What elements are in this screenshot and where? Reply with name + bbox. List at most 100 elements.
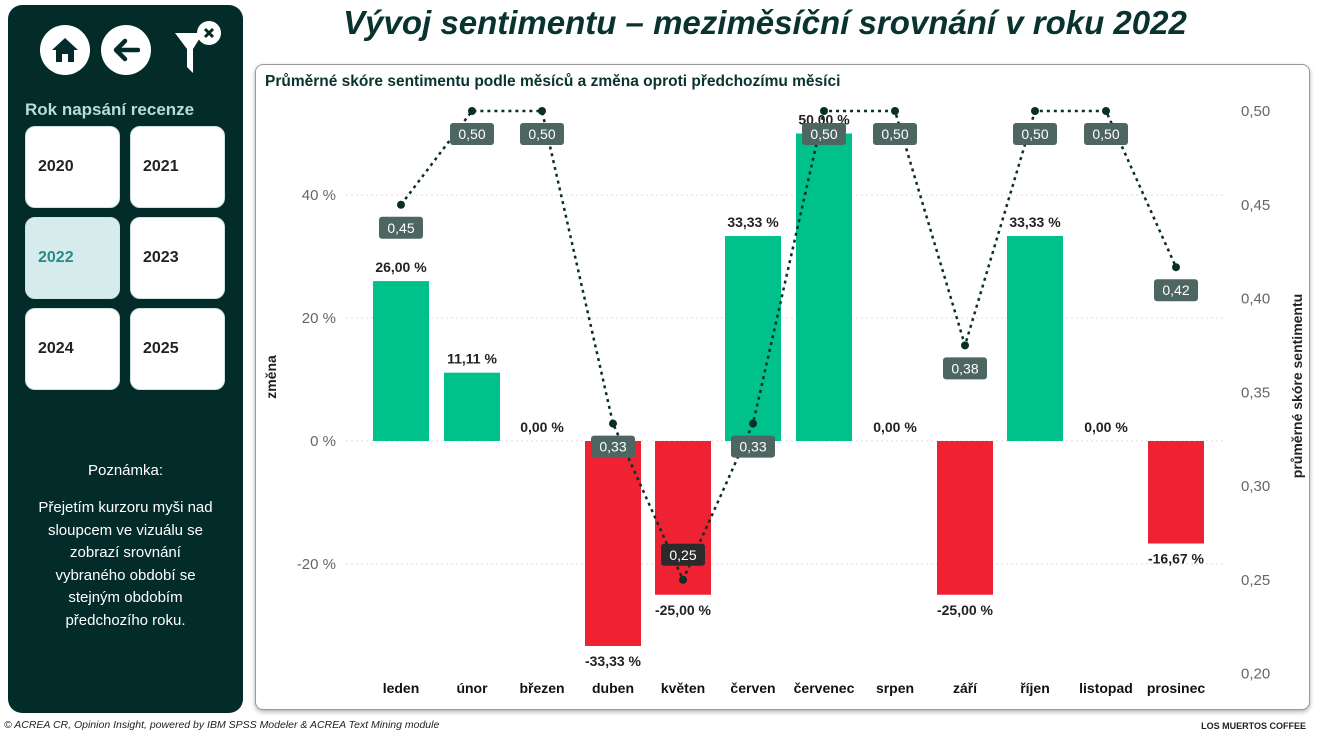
footer-credits: © ACREA CR, Opinion Insight, powered by …: [4, 719, 440, 731]
line-data-label: 0,25: [669, 547, 696, 563]
y-right-label: průměrné skóre sentimentu: [1289, 294, 1305, 478]
bar-prosinec[interactable]: [1148, 441, 1204, 544]
y-right-tick: 0,45: [1241, 197, 1270, 214]
home-icon: [52, 38, 78, 62]
back-arrow-icon: [113, 38, 140, 62]
line-label-box: [661, 543, 705, 566]
bar-duben[interactable]: [585, 441, 641, 646]
x-tick-label: březen: [519, 680, 564, 696]
bar-data-label: 26,00 %: [375, 259, 427, 275]
y-left-tick: -20 %: [297, 556, 336, 573]
x-tick-label: květen: [661, 680, 705, 696]
x-tick-label: únor: [456, 680, 488, 696]
bar-data-label: -16,67 %: [1148, 551, 1205, 567]
line-label-box: [450, 123, 494, 145]
line-data-label: 0,50: [810, 126, 837, 142]
bar-data-label: -33,33 %: [585, 653, 642, 669]
line-label-box: [1154, 279, 1198, 302]
y-right-tick: 0,50: [1241, 103, 1270, 120]
year-button-2024[interactable]: 2024: [25, 308, 120, 390]
line-point[interactable]: [1031, 107, 1039, 115]
x-tick-label: srpen: [876, 680, 914, 696]
x-tick-label: červenec: [794, 680, 855, 696]
chart-title: Průměrné skóre sentimentu podle měsíců a…: [265, 73, 841, 90]
line-point[interactable]: [820, 107, 828, 115]
line-point[interactable]: [468, 107, 476, 115]
y-right-tick: 0,35: [1241, 384, 1270, 401]
year-button-2020[interactable]: 2020: [25, 126, 120, 208]
x-tick-label: říjen: [1020, 680, 1050, 696]
year-button-2022[interactable]: 2022: [25, 217, 120, 299]
y-left-tick: 20 %: [302, 310, 336, 327]
note-text: Přejetím kurzoru myši nad sloupcem ve vi…: [38, 499, 213, 629]
page-title: Vývoj sentimentu – meziměsíční srovnání …: [343, 4, 1187, 41]
x-tick-label: leden: [383, 680, 420, 696]
footer-brand: LOS MUERTOS COFFEE: [1201, 721, 1306, 731]
line-point[interactable]: [679, 575, 687, 584]
bar-květen[interactable]: [655, 441, 711, 595]
line-data-label: 0,50: [458, 126, 485, 142]
bar-data-label: 0,00 %: [1084, 419, 1128, 435]
line-data-label: 0,42: [1162, 282, 1189, 298]
x-tick-label: červen: [730, 680, 775, 696]
line-label-box: [1084, 123, 1128, 145]
line-label-box: [591, 435, 635, 458]
line-label-box: [802, 123, 846, 145]
line-label-box: [1013, 123, 1057, 145]
sidebar: Rok napsání recenze 2020 2021 2022 2023 2024…: [8, 5, 243, 713]
sentiment-line: [400, 109, 1178, 583]
y-right-tick: 0,25: [1241, 572, 1270, 589]
line-point[interactable]: [538, 107, 546, 115]
line-point[interactable]: [397, 200, 405, 209]
bar-data-label: 0,00 %: [520, 419, 564, 435]
line-data-label: 0,50: [881, 126, 908, 142]
bar-září[interactable]: [937, 441, 993, 595]
x-tick-label: listopad: [1079, 680, 1133, 696]
home-button[interactable]: [40, 25, 90, 75]
line-data-label: 0,33: [739, 439, 766, 455]
line-data-label: 0,38: [951, 360, 978, 376]
y-left-label: změna: [263, 355, 279, 399]
line-point[interactable]: [961, 341, 969, 350]
line-label-box: [873, 123, 917, 145]
note-title: Poznámka:: [87, 462, 164, 479]
year-button-2021[interactable]: 2021: [130, 126, 225, 208]
x-tick-label: duben: [592, 680, 634, 696]
bar-říjen[interactable]: [1007, 236, 1063, 441]
line-label-box: [731, 435, 775, 458]
bar-data-label: -25,00 %: [937, 602, 994, 618]
bar-data-label: 11,11 %: [447, 351, 497, 367]
chart-panel: 40 % 20 % 0 % -20 % 0,50 0,45 0,40 0,35 0,30 0,25…: [255, 64, 1310, 710]
line-point[interactable]: [891, 107, 899, 115]
y-left-tick: 0 %: [310, 433, 336, 450]
y-left-tick: 40 %: [302, 187, 336, 204]
bar-červen[interactable]: [725, 236, 781, 441]
year-button-2023[interactable]: 2023: [130, 217, 225, 299]
line-data-label: 0,50: [528, 126, 555, 142]
y-right-tick: 0,30: [1241, 478, 1270, 495]
line-data-label: 0,50: [1021, 126, 1048, 142]
line-data-label: 0,45: [387, 220, 414, 236]
y-right-tick: 0,20: [1241, 666, 1270, 683]
bar-leden[interactable]: [373, 281, 429, 441]
line-label-box: [520, 123, 564, 145]
bar-data-label: 33,33 %: [1009, 214, 1061, 230]
x-tick-label: září: [953, 680, 978, 696]
line-data-label: 0,33: [599, 439, 626, 455]
bar-data-label: 33,33 %: [727, 214, 779, 230]
clear-filter-icon[interactable]: [173, 19, 223, 79]
bar-červenec[interactable]: [796, 133, 852, 442]
y-right-tick: 0,40: [1241, 291, 1270, 308]
combo-chart: 40 % 20 % 0 % -20 % 0,50 0,45 0,40 0,35 0,30 0,25…: [263, 103, 1305, 696]
line-point[interactable]: [1172, 263, 1180, 272]
back-button[interactable]: [101, 25, 151, 75]
line-label-box: [943, 357, 987, 380]
year-button-2025[interactable]: 2025: [130, 308, 225, 390]
x-tick-label: prosinec: [1147, 680, 1206, 696]
line-point[interactable]: [1102, 107, 1110, 115]
bar-únor[interactable]: [444, 372, 500, 441]
line-point[interactable]: [749, 419, 757, 428]
bar-data-label: -25,00 %: [655, 602, 712, 618]
line-point[interactable]: [609, 419, 617, 428]
bar-data-label: 0,00 %: [873, 419, 917, 435]
